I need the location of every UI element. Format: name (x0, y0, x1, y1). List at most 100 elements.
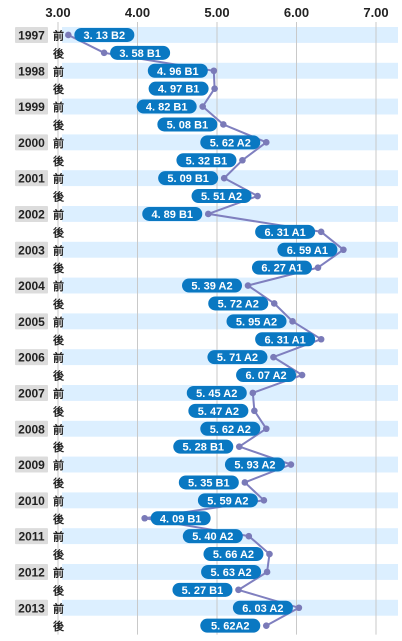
half-label: 前 (53, 28, 64, 42)
half-label: 前 (53, 100, 64, 114)
data-label-text: 5. 66 A2 (213, 549, 254, 561)
data-point (211, 85, 218, 92)
data-label-text: 6. 31 A1 (265, 227, 306, 239)
year-box (15, 205, 48, 222)
data-point (266, 550, 273, 558)
series-line (65, 31, 347, 629)
data-label-text: 5. 28 B1 (182, 442, 224, 454)
data-label-pill (208, 296, 269, 311)
data-label: 4. 09 B1 (150, 511, 211, 526)
half-label: 前 (53, 64, 64, 78)
data-label-pill (200, 135, 261, 150)
data-label-text: 6. 31 A1 (265, 334, 306, 346)
data-label: 5. 62 A2 (200, 421, 261, 436)
data-label-text: 5. 39 A2 (191, 281, 232, 293)
year-box (15, 599, 48, 616)
half-label: 前 (53, 422, 64, 436)
data-label-pill (110, 45, 171, 60)
data-label-pill (176, 153, 237, 168)
data-point (244, 282, 252, 289)
data-label-text: 5. 51 A2 (201, 191, 242, 203)
row-band (62, 241, 398, 258)
x-axis-ticks: 3.00 4.00 5.00 6.00 7.00 (45, 5, 388, 20)
data-label: 4. 89 B1 (142, 206, 203, 221)
x-tick-label: 6.00 (284, 5, 309, 20)
data-point (263, 568, 271, 576)
half-label: 前 (53, 386, 64, 400)
data-point (262, 622, 270, 629)
data-label: 5. 63 A2 (201, 564, 262, 579)
data-label-text: 5. 63 A2 (210, 567, 251, 579)
x-tick-label: 5.00 (204, 5, 229, 20)
half-label: 前 (53, 172, 64, 186)
half-label: 後 (53, 190, 65, 204)
data-label-pill (207, 350, 268, 365)
data-label: 5. 28 B1 (173, 439, 234, 454)
row-band (62, 510, 398, 527)
data-label-text: 5. 08 B1 (167, 119, 209, 131)
year-box (15, 134, 48, 151)
half-label: 後 (53, 333, 65, 347)
data-label-pill (226, 314, 287, 329)
data-label: 3. 58 B1 (110, 45, 171, 60)
data-label-text: 5. 71 A2 (217, 352, 258, 364)
data-label-text: 4. 96 B1 (157, 66, 199, 78)
half-label: 前 (53, 458, 64, 472)
data-label-pill (157, 117, 218, 132)
data-label-pill (178, 475, 239, 490)
half-label: 後 (53, 297, 65, 311)
data-label-pill (236, 368, 297, 383)
data-point (239, 156, 246, 164)
data-label-text: 5. 27 B1 (182, 585, 224, 597)
data-label-text: 6. 59 A1 (287, 245, 328, 257)
data-point (65, 31, 72, 39)
data-point (295, 604, 303, 612)
half-label: 前 (53, 601, 64, 615)
year-box (15, 241, 48, 258)
data-point (287, 461, 295, 468)
data-label: 5. 40 A2 (182, 529, 243, 544)
row-band (62, 98, 398, 115)
data-label-text: 5. 62 A2 (210, 424, 251, 436)
data-label: 6. 59 A1 (277, 242, 338, 257)
data-point (317, 335, 325, 343)
data-point (289, 318, 296, 325)
data-point (317, 228, 325, 236)
data-label: 5. 62 A2 (200, 135, 261, 150)
data-label: 6. 27 A1 (251, 260, 312, 275)
data-label-text: 5. 62A2 (211, 621, 250, 633)
data-label-pill (255, 332, 316, 347)
row-band (62, 599, 398, 616)
data-label-text: 3. 13 B2 (84, 30, 126, 42)
data-label: 5. 66 A2 (203, 547, 264, 562)
half-label: 後 (53, 619, 65, 633)
half-label: 後 (53, 261, 65, 275)
half-label: 後 (53, 476, 65, 490)
half-label: 後 (53, 440, 65, 454)
half-label: 後 (53, 118, 65, 132)
row-band (62, 62, 398, 79)
year-box (15, 563, 48, 580)
data-label-pill (136, 99, 197, 114)
data-label: 6. 31 A1 (255, 332, 316, 347)
data-label-text: 5. 47 A2 (198, 406, 239, 418)
half-label: 後 (53, 225, 65, 239)
data-label-pill (200, 618, 261, 633)
data-label: 5. 93 A2 (224, 457, 285, 472)
data-label: 5. 35 B1 (178, 475, 239, 490)
half-label: 後 (53, 369, 65, 383)
data-label-text: 4. 89 B1 (151, 209, 193, 221)
data-label-pill (172, 582, 233, 597)
data-label-pill (203, 547, 264, 562)
data-label-text: 5. 35 B1 (188, 477, 230, 489)
year-box (15, 420, 48, 437)
row-band (62, 367, 398, 383)
data-label-pill (173, 439, 234, 454)
data-label-text: 5. 62 A2 (210, 137, 251, 149)
data-label-pill (142, 206, 203, 221)
half-label: 前 (53, 207, 64, 221)
year-box (15, 62, 48, 79)
data-label: 5. 27 B1 (172, 582, 233, 597)
data-label: 5. 95 A2 (226, 314, 287, 329)
